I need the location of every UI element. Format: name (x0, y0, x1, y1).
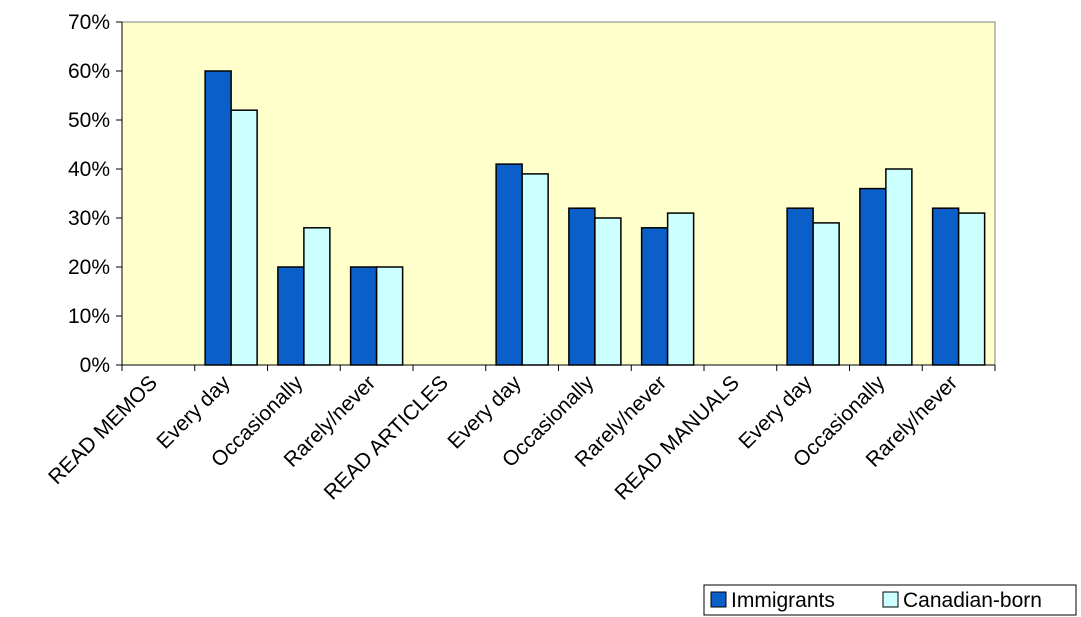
y-tick-label: 40% (68, 158, 110, 181)
bar-canadian-born (375, 266, 404, 366)
bar-canadian-born (521, 173, 549, 366)
y-tick-label: 30% (68, 207, 110, 230)
y-tick-label: 70% (68, 11, 110, 34)
bar-immigrants (640, 227, 669, 366)
bar-canadian-born (812, 222, 840, 366)
bar-immigrants (349, 266, 378, 366)
bar-canadian-born (885, 168, 913, 366)
bar-immigrants (495, 163, 523, 366)
bar-canadian-born (957, 212, 986, 366)
plot-area (121, 21, 996, 366)
bar-immigrants (204, 70, 232, 366)
legend-label-canadian-born: Canadian-born (903, 589, 1042, 612)
y-tick-label: 0% (80, 354, 110, 377)
bar-canadian-born (594, 217, 622, 366)
y-axis-ticks: 0% 10% 20% 30% 40% 50% 60% 70% (68, 11, 122, 377)
bar-immigrants (859, 187, 887, 366)
y-tick-label: 60% (68, 60, 110, 83)
bar-canadian-born (666, 212, 695, 366)
category-label: READ MANUALS (610, 371, 743, 504)
bar-canadian-born (230, 109, 258, 366)
legend-swatch-immigrants (710, 591, 727, 608)
bar-immigrants (786, 207, 814, 366)
bar-canadian-born (303, 227, 331, 366)
bar-immigrants (931, 207, 960, 366)
y-tick-label: 10% (68, 305, 110, 328)
y-tick-label: 20% (68, 256, 110, 279)
category-label: READ ARTICLES (320, 371, 453, 504)
legend: Immigrants Canadian-born (703, 584, 1077, 616)
bar-immigrants (568, 207, 596, 366)
legend-swatch-canadian-born (882, 591, 899, 608)
bars-layer (204, 70, 986, 366)
legend-label-immigrants: Immigrants (731, 589, 835, 612)
y-tick-label: 50% (68, 109, 110, 132)
category-label: READ MEMOS (44, 371, 162, 489)
bar-immigrants (277, 266, 305, 366)
